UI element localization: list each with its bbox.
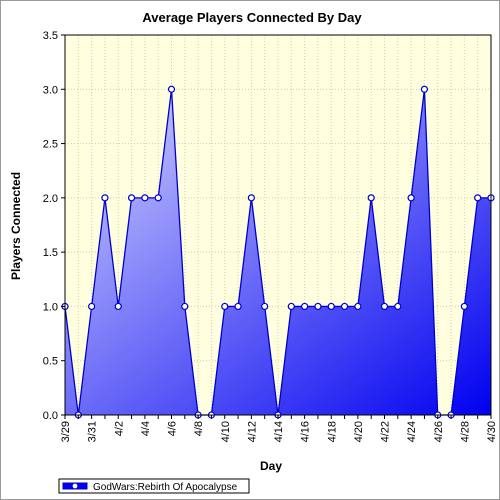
y-axis-label: Players Connected (9, 172, 23, 280)
data-point (167, 85, 176, 93)
y-tick-label: 1.0 (43, 301, 58, 313)
x-tick-label: 4/26 (433, 421, 445, 442)
x-tick-label: 4/16 (300, 421, 312, 442)
legend-series-name: GodWars:Rebirth Of Apocalypse (93, 482, 238, 493)
x-tick-label: 4/28 (459, 421, 471, 442)
x-tick-label: 4/6 (167, 421, 179, 436)
y-tick-label: 3.5 (43, 30, 58, 42)
x-tick-label: 3/31 (87, 421, 99, 442)
legend-box (58, 478, 250, 494)
x-tick-label: 4/22 (380, 421, 392, 442)
data-point (114, 302, 122, 311)
x-tick-label: 3/29 (60, 421, 72, 442)
legend-marker (71, 482, 79, 490)
chart-title: Average Players Connected By Day (142, 10, 362, 25)
data-point (340, 302, 349, 311)
x-tick-label: 4/12 (246, 421, 258, 442)
axes (61, 34, 492, 419)
y-tick-label: 0.5 (43, 356, 58, 368)
data-point (407, 194, 415, 202)
data-point (327, 302, 335, 311)
x-tick-label: 4/2 (113, 421, 125, 436)
x-tick-label: 4/8 (193, 421, 205, 436)
data-point (181, 302, 189, 311)
x-tick-label: 4/20 (353, 421, 365, 442)
data-point (460, 302, 468, 311)
data-point (314, 302, 322, 311)
data-point (127, 194, 136, 202)
data-point (88, 302, 96, 311)
data-point (261, 302, 269, 311)
data-point (247, 194, 255, 202)
x-tick-label: 4/18 (326, 421, 338, 442)
data-point (394, 302, 402, 311)
x-tick-labels: 3/29 3/31 4/2 4/4 4/6 4/8 4/10 4/12 4/14 4/16 4/18… (60, 421, 498, 442)
y-tick-label: 1.5 (43, 247, 58, 259)
data-point (141, 194, 149, 202)
data-point (420, 85, 429, 93)
data-point (154, 194, 162, 202)
data-point (301, 302, 309, 311)
data-point (474, 194, 482, 202)
x-tick-label: 4/10 (220, 421, 232, 442)
x-tick-label: 4/30 (486, 421, 498, 442)
y-tick-label: 2.0 (43, 193, 58, 205)
x-tick-label: 4/14 (273, 421, 285, 442)
data-point (234, 302, 242, 311)
data-point (380, 302, 389, 311)
data-point (221, 302, 229, 311)
data-point (287, 302, 295, 311)
data-point (101, 194, 109, 202)
y-tick-label: 3.0 (43, 84, 58, 96)
x-tick-label: 4/4 (140, 421, 152, 436)
y-tick-labels: 0.0 0.5 1.0 1.5 2.0 2.5 3.0 3.5 (43, 30, 58, 422)
data-point (367, 194, 375, 202)
y-tick-label: 2.5 (43, 139, 58, 151)
x-tick-label: 4/24 (406, 421, 418, 442)
x-axis-label: Day (260, 459, 282, 473)
data-point (354, 302, 362, 311)
legend: GodWars:Rebirth Of Apocalypse (58, 478, 250, 494)
series-area (65, 89, 491, 415)
y-tick-label: 0.0 (43, 410, 58, 422)
